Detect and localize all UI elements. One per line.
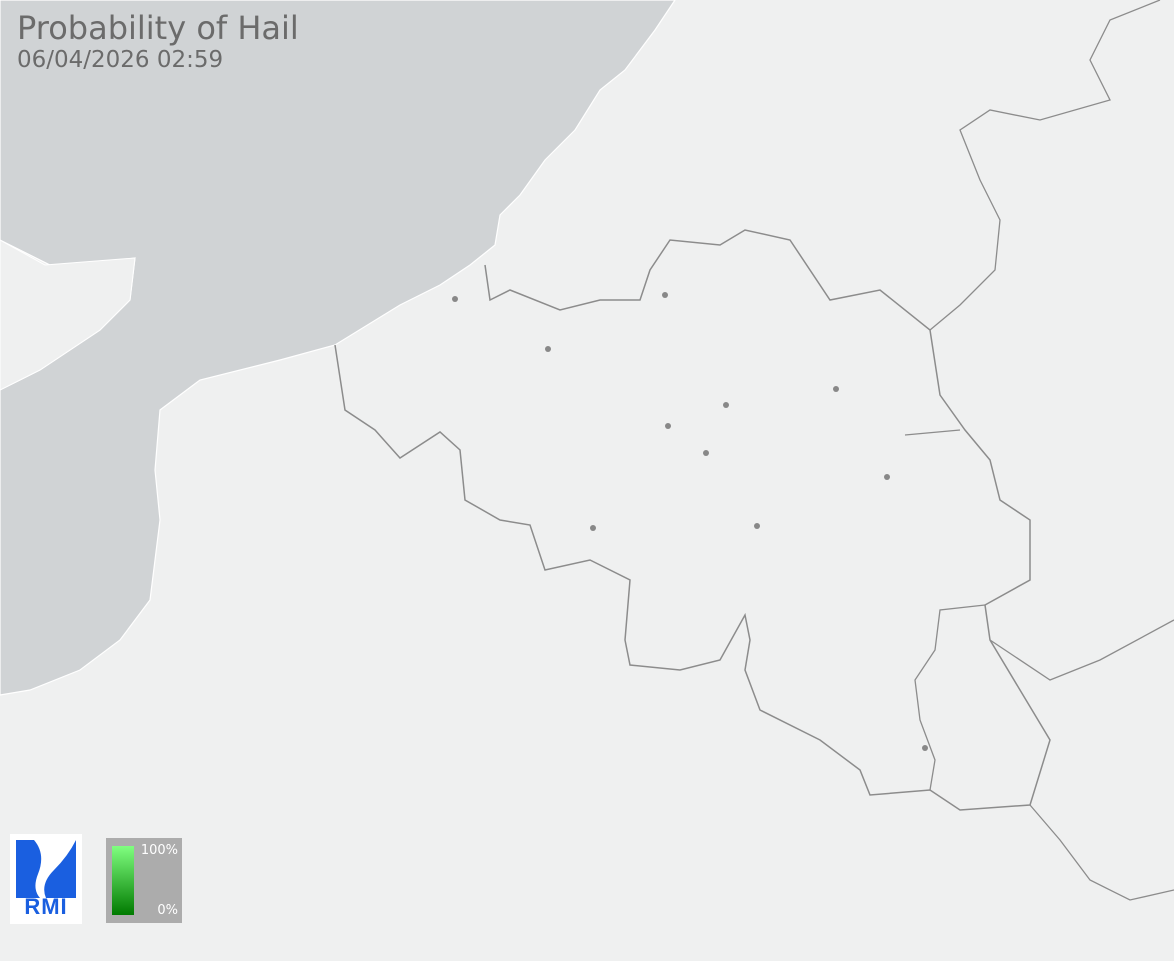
- city-markers: [452, 292, 928, 751]
- city-marker[interactable]: [665, 423, 671, 429]
- rmi-logo: RMI: [10, 834, 82, 924]
- map-timestamp: 06/04/2026 02:59: [17, 47, 224, 73]
- map-title: Probability of Hail: [17, 9, 299, 47]
- city-marker[interactable]: [545, 346, 551, 352]
- city-marker[interactable]: [754, 523, 760, 529]
- probability-legend: 100% 0%: [106, 838, 182, 923]
- england-coast: [0, 239, 136, 391]
- belgium-border: [334, 229, 1051, 811]
- city-marker[interactable]: [833, 386, 839, 392]
- city-marker[interactable]: [703, 450, 709, 456]
- legend-color-bar: [112, 846, 134, 915]
- city-marker[interactable]: [662, 292, 668, 298]
- luxembourg-border: [904, 429, 1174, 901]
- sea: [0, 0, 676, 696]
- logo-text: RMI: [24, 894, 68, 919]
- netherlands-germany-border: [929, 0, 1161, 331]
- rmi-logo-icon: [16, 840, 76, 898]
- city-marker[interactable]: [590, 525, 596, 531]
- city-marker[interactable]: [884, 474, 890, 480]
- city-marker[interactable]: [922, 745, 928, 751]
- city-marker[interactable]: [723, 402, 729, 408]
- legend-max-label: 100%: [140, 843, 178, 858]
- legend-min-label: 0%: [157, 903, 178, 918]
- city-marker[interactable]: [452, 296, 458, 302]
